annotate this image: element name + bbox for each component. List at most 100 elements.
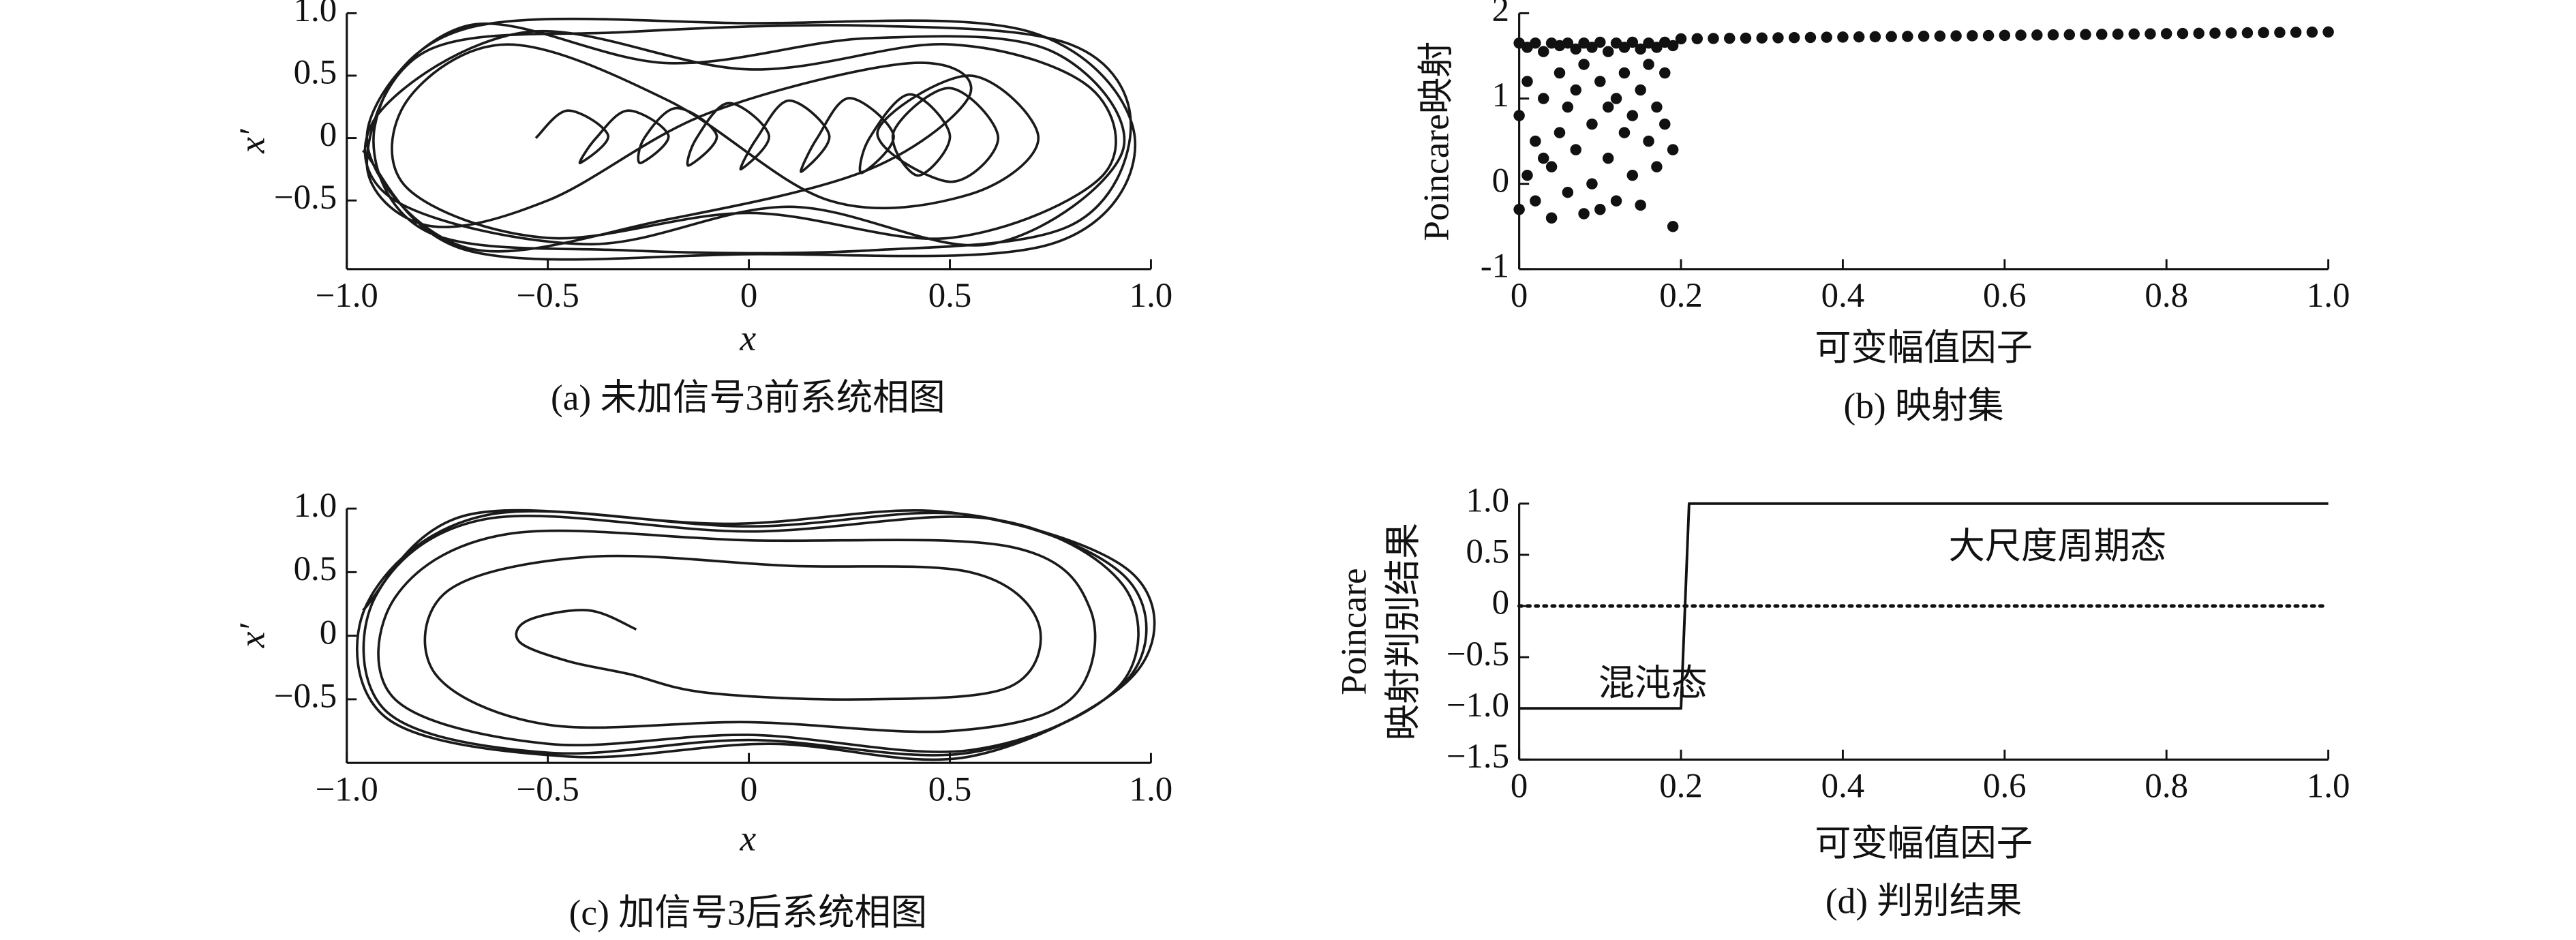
scatter-point xyxy=(2031,29,2043,41)
scatter-point xyxy=(1530,135,1541,147)
scatter-point xyxy=(2128,28,2140,40)
scatter-point xyxy=(1902,31,1913,42)
y-tick-label: 0.5 xyxy=(294,550,337,588)
scatter-point xyxy=(2241,27,2254,39)
scatter-point xyxy=(1982,29,1995,42)
scatter-point xyxy=(1545,212,1558,224)
y-tick-label: 0 xyxy=(320,613,337,652)
scatter-point xyxy=(1594,204,1606,215)
y-tick-label: 0 xyxy=(1492,584,1509,622)
x-tick-label: −0.5 xyxy=(517,277,579,315)
y-tick-label: −1.5 xyxy=(1446,738,1509,776)
scatter-point xyxy=(2177,27,2189,40)
x-tick-label: 0.5 xyxy=(928,770,972,808)
scatter-point xyxy=(1554,127,1566,138)
scatter-point xyxy=(2274,27,2286,38)
annotation: 混沌态 xyxy=(1598,663,1708,703)
scatter-point xyxy=(1586,42,1598,53)
scatter-point xyxy=(2193,27,2204,40)
scatter-point xyxy=(1586,118,1598,130)
scatter-point xyxy=(1675,33,1687,45)
scatter-point xyxy=(2160,28,2172,40)
y-tick-label: -1 xyxy=(1481,247,1509,286)
caption: (b) 映射集 xyxy=(1843,386,2003,426)
x-axis-label: x xyxy=(740,318,757,359)
scatter-point xyxy=(2096,29,2108,40)
x-tick-label: 0.5 xyxy=(928,277,972,315)
scatter-point xyxy=(1618,127,1631,138)
y-tick-label: 2 xyxy=(1492,0,1509,29)
scatter-point xyxy=(1610,195,1622,207)
scatter-point xyxy=(1562,186,1574,198)
scatter-point xyxy=(1554,67,1566,79)
scatter-point xyxy=(1804,31,1817,44)
y-tick-label: 1.0 xyxy=(294,0,337,29)
scatter-point xyxy=(1691,33,1703,44)
x-tick-label: 1.0 xyxy=(1130,277,1173,315)
annotation: 大尺度周期态 xyxy=(1948,526,2166,566)
y-tick-label: 1.0 xyxy=(294,487,337,525)
scatter-point xyxy=(1918,30,1930,42)
scatter-point xyxy=(1602,152,1614,164)
x-axis-label: x xyxy=(740,819,757,859)
y-tick-label: −0.5 xyxy=(274,678,337,716)
x-tick-label: 1.0 xyxy=(2307,768,2350,806)
y-tick-label: 1.0 xyxy=(1466,482,1510,520)
x-tick-label: −1.0 xyxy=(316,770,378,808)
x-tick-label: 0 xyxy=(1511,277,1528,315)
scatter-point xyxy=(1724,32,1736,44)
scatter-point xyxy=(1570,84,1581,96)
scatter-point xyxy=(1635,199,1646,211)
scatter-point xyxy=(1586,178,1598,189)
y-tick-label: 0 xyxy=(1492,162,1509,200)
caption: (d) 判别结果 xyxy=(1825,881,2022,922)
y-axis-label: Poincare映射 xyxy=(1416,42,1457,241)
y-tick-label: −1.0 xyxy=(1446,686,1509,725)
scatter-point xyxy=(2322,26,2334,38)
scatter-point xyxy=(1626,36,1639,48)
scatter-point xyxy=(1570,43,1581,55)
x-tick-label: 0.8 xyxy=(2145,277,2188,315)
scatter-point xyxy=(2258,27,2269,39)
scatter-point xyxy=(1530,195,1541,207)
y-tick-label: 1 xyxy=(1492,76,1509,115)
scatter-point xyxy=(1667,40,1679,52)
scatter-point xyxy=(1594,76,1606,87)
scatter-point xyxy=(1538,93,1549,104)
scatter-point xyxy=(1934,30,1946,42)
scatter-point xyxy=(2047,29,2059,41)
y-tick-label: −0.5 xyxy=(1446,635,1509,673)
y-axis-label: Poincare xyxy=(1333,568,1374,695)
scatter-point xyxy=(1651,42,1663,53)
scatter-point xyxy=(1788,31,1800,44)
x-axis-label: 可变幅值因子 xyxy=(1815,823,2033,864)
x-tick-label: 1.0 xyxy=(2307,277,2350,315)
scatter-point xyxy=(1602,46,1614,57)
scatter-point xyxy=(1708,33,1719,44)
y-tick-label: −0.5 xyxy=(274,179,337,217)
caption: (c) 加信号3后系统相图 xyxy=(569,893,927,933)
scatter-point xyxy=(1626,110,1639,121)
scatter-point xyxy=(1521,169,1533,181)
scatter-point xyxy=(1618,42,1631,53)
x-tick-label: 1.0 xyxy=(1130,770,1173,808)
scatter-point xyxy=(1950,30,1962,42)
scatter-point xyxy=(1667,221,1679,232)
scatter-point xyxy=(1578,59,1590,70)
scatter-point xyxy=(1772,32,1784,44)
scatter-point xyxy=(1578,208,1590,219)
scatter-point xyxy=(1626,169,1639,181)
scatter-point xyxy=(1562,37,1574,49)
data-line xyxy=(362,17,1137,261)
scatter-point xyxy=(1530,37,1541,49)
scatter-point xyxy=(1521,76,1533,87)
scatter-point xyxy=(1667,144,1679,155)
scatter-point xyxy=(1651,161,1663,172)
caption: (a) 未加信号3前系统相图 xyxy=(551,378,945,418)
scatter-point xyxy=(1594,36,1606,48)
scatter-point xyxy=(1659,67,1671,79)
scatter-point xyxy=(2209,27,2221,39)
scatter-point xyxy=(1610,93,1622,104)
